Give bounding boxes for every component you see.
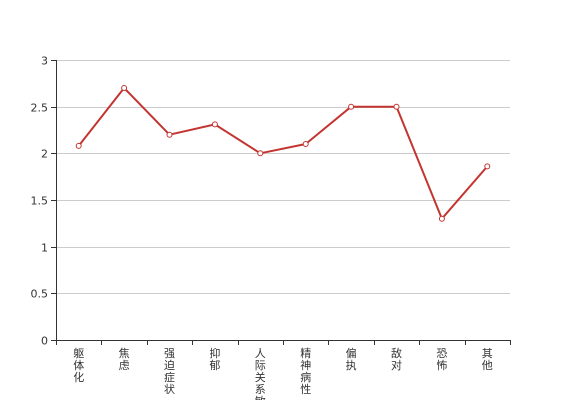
series-line: [77, 87, 489, 220]
data-point: [348, 103, 355, 110]
x-tick-label: 抑郁: [209, 346, 220, 372]
data-point: [166, 131, 173, 138]
x-tick-label: 恐怖: [436, 347, 447, 372]
y-tick-label: 3: [41, 55, 48, 68]
data-point: [393, 103, 400, 110]
tick-labels: 0 0.5 1 1.5 2 2.5 3 躯体化 焦虑 强迫症状 抑郁 人际关系敏感 精神病性 偏执 敌对 恐怖…: [31, 55, 493, 400]
x-tick-label: 其他: [482, 347, 493, 372]
x-tick-label: 焦虑: [119, 347, 130, 372]
data-point: [75, 142, 82, 149]
data-point: [121, 85, 128, 91]
axes: [51, 60, 511, 345]
gridlines: [56, 60, 510, 294]
data-point: [302, 141, 309, 147]
x-tick-label: 躯体化: [73, 347, 84, 384]
data-point: [438, 215, 445, 222]
y-tick-label: 0.5: [31, 288, 49, 301]
y-tick-label: 2.5: [31, 102, 49, 115]
x-tick-label: 偏执: [346, 346, 357, 372]
x-tick-label: 敌对: [391, 346, 402, 372]
series: [75, 85, 491, 222]
x-tick-label: 精神病性: [300, 347, 311, 396]
data-point: [484, 163, 491, 170]
y-tick-label: 1.5: [31, 195, 49, 208]
data-point: [257, 150, 264, 157]
y-tick-label: 1: [41, 242, 48, 255]
y-tick-label: 2: [41, 148, 48, 161]
x-tick-label: 强迫症状: [164, 347, 175, 396]
x-tick-label: 人际关系敏感: [255, 347, 266, 400]
y-tick-label: 0: [41, 335, 48, 348]
data-point: [211, 121, 218, 128]
